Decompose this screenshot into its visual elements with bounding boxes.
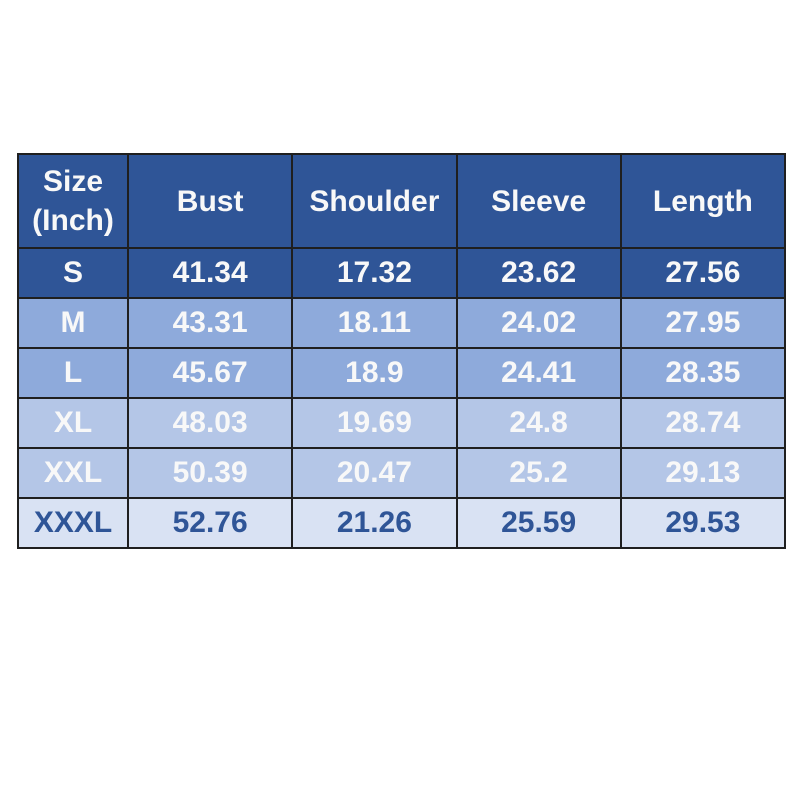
table-row-m: M 43.31 18.11 24.02 27.95 [17, 297, 787, 349]
shoulder-value: 20.47 [291, 447, 458, 499]
shoulder-value: 17.32 [291, 247, 458, 299]
shoulder-value: 18.9 [291, 347, 458, 399]
column-header-bust: Bust [126, 153, 294, 249]
column-header-shoulder: Shoulder [291, 153, 458, 249]
table-row-s: S 41.34 17.32 23.62 27.56 [17, 247, 787, 299]
bust-value: 50.39 [126, 447, 294, 499]
sleeve-value: 25.59 [455, 497, 622, 549]
length-value: 28.35 [619, 347, 787, 399]
length-value: 29.13 [619, 447, 787, 499]
table-row-xxxl: XXXL 52.76 21.26 25.59 29.53 [17, 497, 787, 549]
size-label: L [17, 347, 129, 399]
bust-value: 52.76 [126, 497, 294, 549]
bust-value: 43.31 [126, 297, 294, 349]
sleeve-value: 24.02 [455, 297, 622, 349]
header-row: Size (Inch) Bust Shoulder Sleeve Length [17, 153, 787, 249]
shoulder-value: 18.11 [291, 297, 458, 349]
shoulder-value: 19.69 [291, 397, 458, 449]
column-header-size: Size (Inch) [17, 153, 129, 249]
column-header-length: Length [619, 153, 787, 249]
bust-value: 45.67 [126, 347, 294, 399]
column-header-sleeve: Sleeve [455, 153, 622, 249]
shoulder-value: 21.26 [291, 497, 458, 549]
size-chart-table: Size (Inch) Bust Shoulder Sleeve Length … [17, 153, 787, 549]
size-label: S [17, 247, 129, 299]
length-value: 29.53 [619, 497, 787, 549]
size-label: XXL [17, 447, 129, 499]
bust-value: 41.34 [126, 247, 294, 299]
length-value: 27.56 [619, 247, 787, 299]
size-chart: Size (Inch) Bust Shoulder Sleeve Length … [17, 153, 787, 549]
table-row-xl: XL 48.03 19.69 24.8 28.74 [17, 397, 787, 449]
sleeve-value: 25.2 [455, 447, 622, 499]
sleeve-value: 23.62 [455, 247, 622, 299]
table-row-l: L 45.67 18.9 24.41 28.35 [17, 347, 787, 399]
size-label: XL [17, 397, 129, 449]
size-label: XXXL [17, 497, 129, 549]
size-label: M [17, 297, 129, 349]
table-row-xxl: XXL 50.39 20.47 25.2 29.13 [17, 447, 787, 499]
sleeve-value: 24.8 [455, 397, 622, 449]
length-value: 28.74 [619, 397, 787, 449]
sleeve-value: 24.41 [455, 347, 622, 399]
length-value: 27.95 [619, 297, 787, 349]
bust-value: 48.03 [126, 397, 294, 449]
